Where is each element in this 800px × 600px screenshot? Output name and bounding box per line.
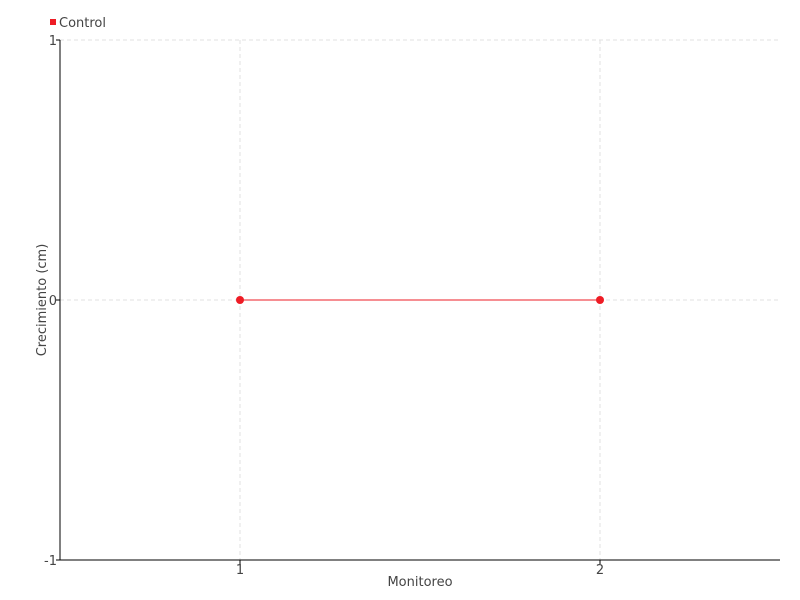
y-tick-label: -1 <box>44 554 57 569</box>
y-tick-label: 1 <box>49 34 57 49</box>
data-point[interactable] <box>236 296 244 304</box>
legend[interactable]: Control <box>50 16 106 31</box>
legend-label: Control <box>59 16 106 31</box>
series <box>236 296 604 304</box>
x-tick-label: 2 <box>596 563 604 578</box>
y-tick-label: 0 <box>49 294 57 309</box>
data-point[interactable] <box>596 296 604 304</box>
legend-swatch <box>50 19 56 25</box>
x-axis-label: Monitoreo <box>387 575 452 590</box>
y-ticks: 1 0 -1 <box>44 34 60 569</box>
y-axis-label: Crecimiento (cm) <box>35 244 50 357</box>
x-tick-label: 1 <box>236 563 244 578</box>
